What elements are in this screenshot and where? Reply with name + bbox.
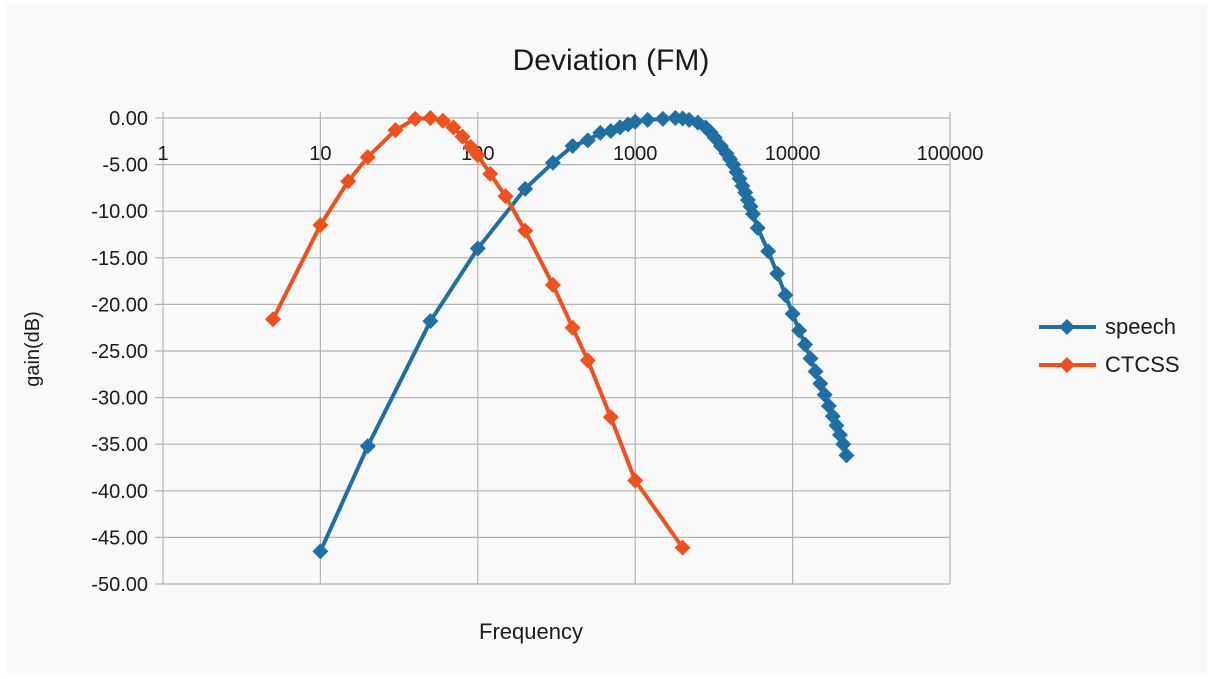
data-point-ctcss bbox=[674, 539, 691, 556]
y-tick-label: -10.00 bbox=[91, 201, 148, 223]
y-tick-labels: 0.00 -5.00 -10.00 -15.00 -20.00 -25.00 -30.00 -… bbox=[91, 108, 148, 596]
y-tick-label: -30.00 bbox=[91, 388, 148, 410]
data-point-speech bbox=[602, 123, 619, 140]
data-point-speech bbox=[838, 447, 855, 464]
x-tick-label: 1000 bbox=[613, 143, 658, 165]
data-point-speech bbox=[592, 124, 609, 141]
data-point-ctcss bbox=[602, 409, 619, 426]
series-line-speech bbox=[318, 116, 849, 553]
data-point-speech bbox=[469, 240, 486, 257]
data-point-speech bbox=[791, 322, 808, 339]
y-tick-label: -20.00 bbox=[91, 294, 148, 316]
data-point-speech bbox=[744, 205, 761, 222]
y-tick-label: -35.00 bbox=[91, 434, 148, 456]
data-point-ctcss bbox=[387, 122, 404, 139]
data-point-speech bbox=[777, 287, 794, 304]
data-point-speech bbox=[760, 243, 777, 260]
data-point-ctcss bbox=[517, 222, 534, 239]
data-point-speech bbox=[312, 543, 329, 560]
legend-marker bbox=[1059, 357, 1075, 373]
x-tick-label: 100000 bbox=[917, 143, 984, 165]
data-point-ctcss bbox=[312, 217, 329, 234]
x-tick-label: 10 bbox=[309, 143, 331, 165]
data-point-ctcss bbox=[265, 311, 282, 328]
data-point-ctcss bbox=[434, 112, 451, 129]
y-tick-label: -50.00 bbox=[91, 574, 148, 596]
data-point-ctcss bbox=[564, 319, 581, 336]
legend-label: speech bbox=[1105, 314, 1176, 339]
data-point-ctcss bbox=[469, 147, 486, 164]
legend: speech CTCSS bbox=[1039, 314, 1180, 377]
data-point-ctcss bbox=[422, 110, 439, 126]
y-tick-label: -45.00 bbox=[91, 527, 148, 549]
x-axis-label: Frequency bbox=[479, 619, 583, 644]
data-point-speech bbox=[564, 137, 581, 154]
data-point-speech bbox=[784, 305, 801, 322]
y-tick-label: -5.00 bbox=[102, 155, 148, 177]
data-point-ctcss bbox=[454, 128, 471, 145]
data-point-ctcss bbox=[340, 173, 357, 190]
data-point-speech bbox=[639, 111, 656, 128]
legend-label: CTCSS bbox=[1105, 352, 1180, 377]
grid bbox=[155, 112, 951, 585]
data-point-speech bbox=[802, 350, 819, 367]
data-point-speech bbox=[517, 180, 534, 197]
data-point-speech bbox=[422, 313, 439, 330]
data-point-speech bbox=[797, 336, 814, 353]
y-tick-label: 0.00 bbox=[109, 108, 148, 130]
data-point-speech bbox=[579, 132, 596, 149]
x-tick-label: 1 bbox=[157, 143, 168, 165]
chart-title: Deviation (FM) bbox=[513, 44, 710, 77]
data-point-ctcss bbox=[497, 188, 514, 205]
series-layer bbox=[265, 110, 855, 560]
data-point-ctcss bbox=[544, 276, 561, 293]
data-point-ctcss bbox=[579, 352, 596, 369]
y-tick-label: -15.00 bbox=[91, 248, 148, 270]
data-point-speech bbox=[544, 154, 561, 171]
data-point-ctcss bbox=[627, 472, 644, 489]
legend-item-speech: speech bbox=[1039, 314, 1176, 339]
y-tick-label: -25.00 bbox=[91, 341, 148, 363]
data-point-speech bbox=[627, 113, 644, 130]
chart-frame bbox=[6, 4, 1207, 675]
data-point-ctcss bbox=[445, 119, 462, 136]
data-point-ctcss bbox=[359, 149, 376, 166]
data-point-speech bbox=[654, 110, 671, 127]
data-point-speech bbox=[807, 363, 824, 380]
legend-marker bbox=[1059, 319, 1075, 335]
data-point-speech bbox=[697, 119, 714, 136]
data-point-ctcss bbox=[407, 110, 424, 127]
x-tick-label: 10000 bbox=[765, 143, 821, 165]
data-point-speech bbox=[769, 265, 786, 282]
data-point-speech bbox=[835, 436, 852, 453]
data-point-speech bbox=[359, 438, 376, 455]
data-point-ctcss bbox=[482, 165, 499, 182]
y-axis-label: gain(dB) bbox=[22, 311, 44, 387]
y-tick-label: -40.00 bbox=[91, 481, 148, 503]
legend-item-ctcss: CTCSS bbox=[1039, 352, 1180, 377]
data-point-speech bbox=[749, 219, 766, 236]
